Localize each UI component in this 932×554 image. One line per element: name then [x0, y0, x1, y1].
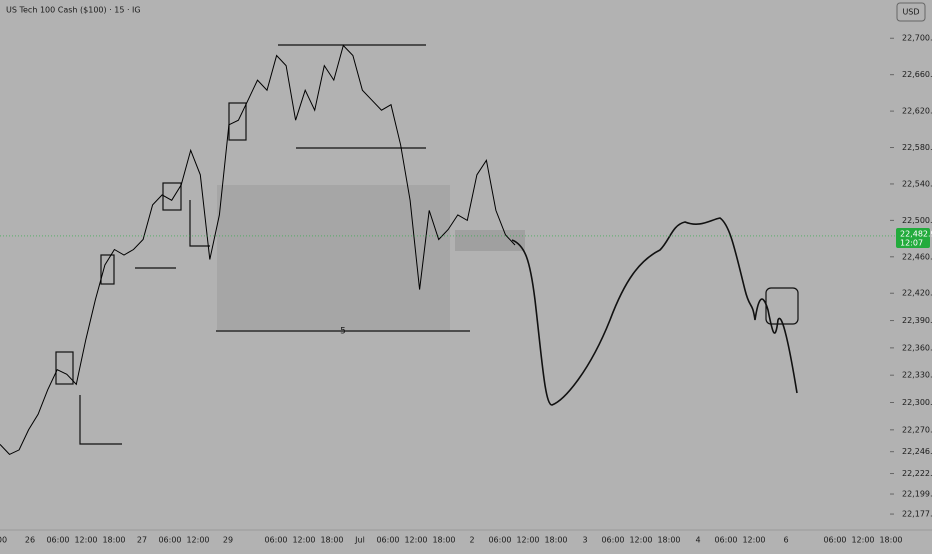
price-line — [0, 44, 516, 456]
x-tick-label: 12:00 — [742, 536, 765, 545]
x-tick-label: 06:00 — [158, 536, 181, 545]
y-tick-label: 22,390.0 — [902, 316, 932, 325]
x-tick-label: 12:00 — [404, 536, 427, 545]
chart-title: US Tech 100 Cash ($100) · 15 · IG — [6, 6, 141, 15]
x-tick-label: 12:00 — [292, 536, 315, 545]
x-tick-label: 18:00 — [432, 536, 455, 545]
y-tick-label: 22,270.0 — [902, 425, 932, 434]
x-tick-label: Jul — [354, 536, 365, 545]
x-tick-label: 06:00 — [714, 536, 737, 545]
x-tick-label: 3 — [582, 536, 587, 545]
y-tick-label: 22,540.0 — [902, 179, 932, 188]
x-tick-label: 06:00 — [601, 536, 624, 545]
y-tick-label: 22,580.0 — [902, 143, 932, 152]
y-tick-label: 22,330.0 — [902, 371, 932, 380]
y-tick-label: 22,222.0 — [902, 469, 932, 478]
x-tick-label: 06:00 — [488, 536, 511, 545]
x-tick-label: 27 — [137, 536, 147, 545]
zone — [217, 185, 450, 330]
x-tick-label: 06:00 — [376, 536, 399, 545]
x-tick-label: 06:00 — [823, 536, 846, 545]
x-tick-label: 18:00 — [320, 536, 343, 545]
x-tick-label: 26 — [25, 536, 35, 545]
x-tick-label: 18:00 — [102, 536, 125, 545]
y-tick-label: 22,500.0 — [902, 216, 932, 225]
x-tick-label: 12:00 — [516, 536, 539, 545]
x-tick-label: 12:00 — [74, 536, 97, 545]
x-tick-label: 06:00 — [264, 536, 287, 545]
y-tick-label: 22,246.0 — [902, 447, 932, 456]
x-tick-label: 00 — [0, 536, 7, 545]
last-price-label: 22,482.9 — [900, 229, 932, 238]
y-tick-label: 22,360.0 — [902, 343, 932, 352]
x-tick-label: 29 — [223, 536, 233, 545]
x-tick-label: 2 — [469, 536, 474, 545]
x-tick-label: 18:00 — [657, 536, 680, 545]
zone — [455, 230, 525, 251]
currency-button[interactable] — [896, 2, 926, 22]
x-tick-label: 12:00 — [851, 536, 874, 545]
y-tick-label: 22,660.0 — [902, 70, 932, 79]
x-tick-label: 4 — [695, 536, 700, 545]
x-tick-label: 12:00 — [186, 536, 209, 545]
x-tick-label: 12:00 — [629, 536, 652, 545]
x-tick-label: 06:00 — [46, 536, 69, 545]
countdown: 12:07 — [900, 238, 923, 247]
y-tick-label: 22,620.0 — [902, 107, 932, 116]
x-tick-label: 18:00 — [879, 536, 902, 545]
last-price-tag — [896, 227, 930, 248]
y-tick-label: 22,300.0 — [902, 398, 932, 407]
y-tick-label: 22,199.5 — [902, 490, 932, 499]
annotation: 5 — [340, 327, 346, 337]
currency[interactable]: USD — [902, 8, 919, 17]
y-tick-label: 22,700.0 — [902, 34, 932, 43]
y-tick-label: 22,460.0 — [902, 252, 932, 261]
x-tick-label: 6 — [783, 536, 788, 545]
x-tick-label: 18:00 — [544, 536, 567, 545]
drawings — [55, 44, 799, 445]
y-tick-label: 22,177.5 — [902, 510, 932, 519]
y-tick-label: 22,420.0 — [902, 289, 932, 298]
